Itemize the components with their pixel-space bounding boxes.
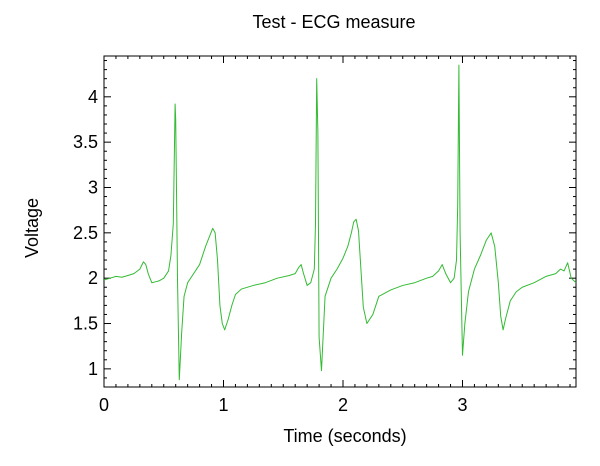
y-tick-label: 3.5 xyxy=(73,132,98,152)
y-tick-label: 4 xyxy=(88,87,98,107)
x-tick-label: 0 xyxy=(99,395,109,415)
chart-title: Test - ECG measure xyxy=(252,12,415,32)
x-tick-label: 1 xyxy=(218,395,228,415)
y-tick-label: 2 xyxy=(88,268,98,288)
y-tick-label: 2.5 xyxy=(73,223,98,243)
x-axis-label: Time (seconds) xyxy=(283,426,406,446)
series-layer xyxy=(103,64,577,381)
y-tick-label: 1 xyxy=(88,359,98,379)
plot-frame xyxy=(103,55,577,388)
y-tick-label: 1.5 xyxy=(73,314,98,334)
y-tick-label: 3 xyxy=(88,177,98,197)
y-axis-label: Voltage xyxy=(22,198,42,258)
tick-layer: 0 1 2 311.522.533.54 xyxy=(73,56,576,415)
x-tick-label: 2 xyxy=(338,395,348,415)
x-tick-label: 3 xyxy=(457,395,467,415)
ecg-series-line xyxy=(103,64,577,381)
